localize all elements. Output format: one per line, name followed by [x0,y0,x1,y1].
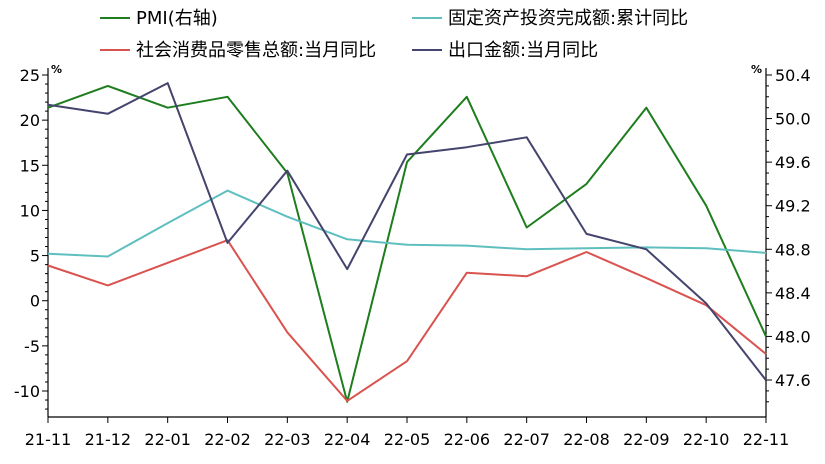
legend-label-0: PMI(右轴) [136,8,218,29]
left-tick-label: 25 [20,66,40,85]
x-tick-label: 22-05 [384,430,431,449]
x-tick-label: 22-08 [563,430,610,449]
right-tick-label: 49.6 [775,153,811,172]
right-tick-label: 47.6 [775,371,811,390]
right-tick-label: 50.4 [775,66,811,85]
left-tick-label: 10 [20,201,40,220]
left-tick-label: 15 [20,156,40,175]
x-tick-label: 21-12 [85,430,132,449]
legend-label-2: 社会消费品零售总额:当月同比 [136,40,376,61]
left-axis-unit: % [51,63,62,76]
x-tick-label: 22-11 [743,430,790,449]
x-tick-label: 22-07 [503,430,550,449]
right-tick-label: 48.0 [775,327,811,346]
right-tick-label: 48.4 [775,284,811,303]
x-tick-label: 21-11 [25,430,72,449]
right-tick-label: 49.2 [775,197,811,216]
series-line-3 [47,82,767,381]
x-tick-label: 22-04 [324,430,371,449]
x-tick-label: 22-10 [683,430,730,449]
x-tick-label: 22-03 [264,430,311,449]
left-tick-label: 0 [30,292,40,311]
x-tick-label: 22-09 [623,430,670,449]
series-lines [47,82,767,403]
series-line-1 [47,189,767,258]
left-tick-label: 20 [20,111,40,130]
right-axis-unit: % [751,63,762,76]
x-tick-label: 22-06 [444,430,491,449]
x-tick-label: 22-01 [144,430,191,449]
left-tick-label: -10 [14,382,40,401]
left-tick-label: -5 [24,337,40,356]
legend-label-1: 固定资产投资完成额:累计同比 [448,8,688,29]
series-line-2 [47,239,767,402]
right-tick-label: 48.8 [775,240,811,259]
axes: 25 20 15 10 5 0 -5 -10 50.4 50.0 49.6 49.2 48.8 48.4 4… [14,63,811,449]
series-line-0 [47,84,767,403]
x-tick-label: 22-02 [204,430,251,449]
left-tick-label: 5 [30,247,40,266]
legend-label-3: 出口金额:当月同比 [448,40,598,61]
right-tick-label: 50.0 [775,110,811,129]
